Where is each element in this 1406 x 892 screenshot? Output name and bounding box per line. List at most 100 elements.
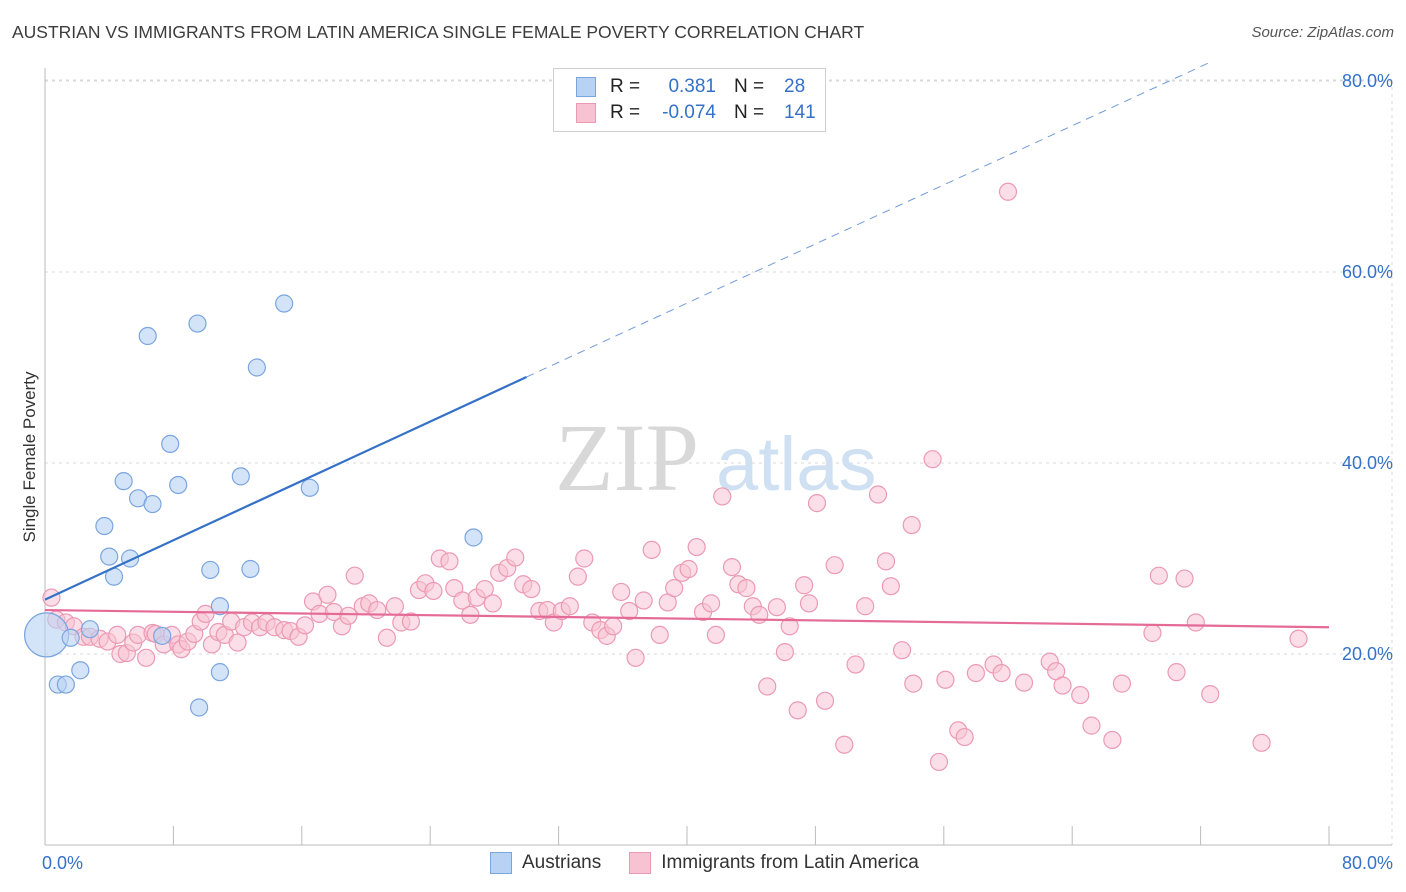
austrians-point <box>188 314 207 333</box>
axes <box>44 68 1392 846</box>
austrians-point <box>210 597 230 616</box>
immigrants-point <box>1103 730 1122 750</box>
grid-lines <box>45 79 1393 845</box>
immigrants-point <box>892 641 912 660</box>
immigrants-point <box>1143 623 1162 643</box>
chart-title: AUSTRIAN VS IMMIGRANTS FROM LATIN AMERIC… <box>12 22 865 42</box>
austrians-point <box>169 475 188 495</box>
immigrants-point <box>807 494 827 513</box>
austrians-point <box>56 675 75 694</box>
austrians-point <box>300 478 319 497</box>
austrians-point <box>24 612 70 658</box>
immigrants-point <box>424 581 443 601</box>
trend-lines <box>44 61 1330 629</box>
stats-legend: R = 0.381 N = 28 R = -0.074 N = 141 <box>553 68 826 132</box>
legend-immigrants-label: Immigrants from Latin America <box>661 852 919 873</box>
immigrants-point <box>620 601 639 621</box>
austrians-point <box>95 516 114 536</box>
immigrants-point <box>737 579 756 598</box>
watermark: ZIP atlas <box>555 404 877 511</box>
austrians-point <box>231 467 250 486</box>
immigrants-point <box>401 612 421 631</box>
immigrants-point <box>1053 676 1072 695</box>
immigrants-point <box>876 552 896 571</box>
immigrants-point <box>1252 733 1271 752</box>
immigrants-point <box>642 540 661 560</box>
immigrants-point <box>634 591 653 610</box>
y-tick-label-60: 60.0% <box>1342 262 1393 282</box>
immigrants-point <box>835 735 854 754</box>
legend-item-austrians: Austrians <box>490 852 601 874</box>
immigrants-point <box>1082 716 1101 735</box>
immigrants-point <box>846 655 865 674</box>
immigrants-swatch <box>576 103 596 123</box>
immigrants-point <box>799 594 819 613</box>
austrians-point <box>138 326 157 346</box>
immigrants-point <box>992 663 1011 683</box>
immigrants-point <box>767 598 786 617</box>
immigrants-point <box>706 625 725 645</box>
immigrants-point <box>881 577 900 596</box>
immigrants-point <box>522 579 541 599</box>
immigrants-point <box>679 559 698 579</box>
immigrants-point <box>701 594 721 613</box>
immigrants-point <box>1149 566 1168 585</box>
immigrants-point <box>108 625 127 645</box>
austrians-point <box>275 294 294 313</box>
immigrants-point <box>780 617 799 636</box>
immigrants-point <box>612 582 631 602</box>
immigrants-point <box>318 585 337 604</box>
austrians-point <box>201 560 220 580</box>
immigrants-point <box>966 663 986 683</box>
immigrants-point <box>815 691 835 710</box>
austrians-point <box>100 547 119 566</box>
immigrants-point <box>923 450 942 469</box>
austrians-point <box>241 559 260 579</box>
legend-item-immigrants: Immigrants from Latin America <box>629 852 919 874</box>
x-tick-label-min: 0.0% <box>42 853 83 873</box>
austrians-points <box>24 294 483 717</box>
austrians-point <box>153 626 172 645</box>
immigrants-n-value: 141 <box>784 102 816 123</box>
austrians-point <box>189 698 209 717</box>
y-tick-label-80: 80.0% <box>1342 71 1393 91</box>
austrians-point <box>247 358 266 377</box>
immigrants-r-value: -0.074 <box>662 102 716 123</box>
immigrants-point <box>560 597 579 616</box>
immigrants-point <box>626 648 645 667</box>
immigrants-point <box>368 600 387 620</box>
immigrants-point <box>377 628 396 647</box>
immigrants-n-label: N = <box>734 102 765 123</box>
watermark-zip: ZIP <box>555 404 699 511</box>
immigrants-point <box>1014 673 1034 692</box>
immigrants-point <box>345 566 364 585</box>
immigrants-point <box>483 594 502 613</box>
x-tick-labels: 0.0% 80.0% <box>42 853 1393 873</box>
immigrants-point <box>904 674 923 693</box>
austrians-point <box>464 528 483 547</box>
immigrants-point <box>506 548 525 567</box>
immigrants-point <box>1071 685 1090 705</box>
immigrants-point <box>665 579 684 598</box>
immigrants-point <box>1167 663 1186 682</box>
austrians-n-label: N = <box>734 76 765 97</box>
immigrants-point <box>475 579 494 599</box>
immigrants-point <box>568 567 587 586</box>
immigrants-point <box>825 556 844 575</box>
immigrants-point <box>795 576 814 595</box>
legend-row-austrians: R = 0.381 N = 28 <box>576 74 820 100</box>
immigrants-point <box>440 552 459 571</box>
immigrants-point <box>228 633 247 652</box>
austrians-point <box>114 472 133 491</box>
immigrants-point <box>1201 685 1220 704</box>
legend-immigrants-swatch <box>629 852 652 874</box>
x-tick-label-max: 80.0% <box>1342 853 1393 873</box>
legend-row-immigrants: R = -0.074 N = 141 <box>576 100 820 126</box>
austrians-trend-line <box>44 376 527 601</box>
immigrants-r-label: R = <box>610 102 641 123</box>
immigrants-point <box>955 727 974 747</box>
immigrants-point <box>1289 629 1308 648</box>
immigrants-point <box>775 642 795 662</box>
austrians-point <box>71 661 90 680</box>
